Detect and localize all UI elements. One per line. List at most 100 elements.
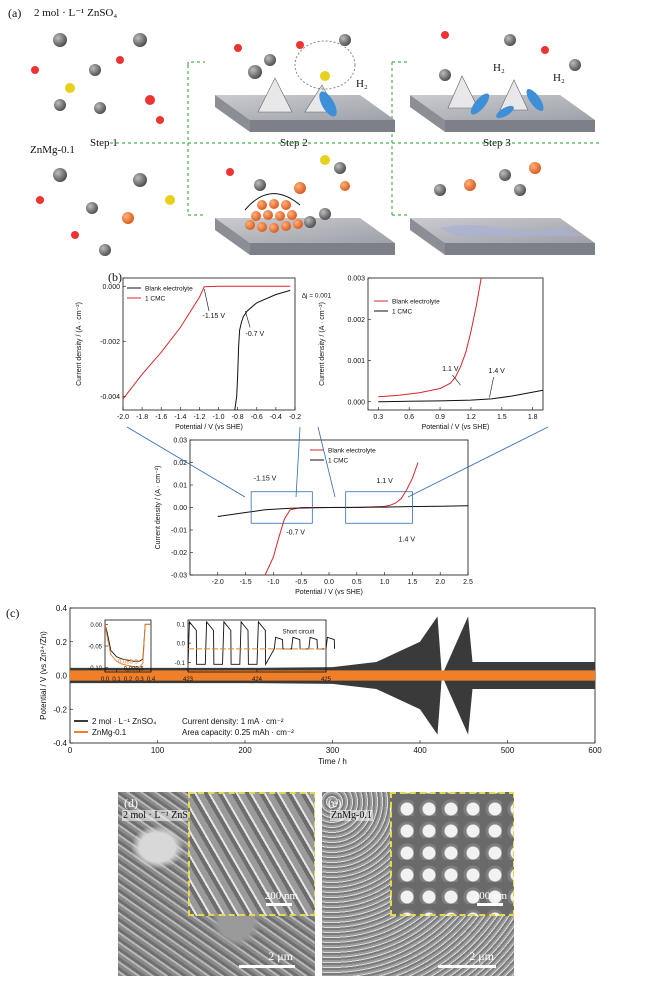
panel-d-label: (d): [124, 796, 138, 810]
chart-inset-short-circuit: 423 424 425 0.1 0.0 -0.1 Short circuit: [175, 619, 336, 683]
annotation: Current density: 1 mA · cm⁻²: [182, 717, 284, 726]
legend-label: 1 CMC: [328, 458, 349, 465]
annotation: 1.4 V: [488, 368, 505, 375]
inset-scale-znmg: 200 nm: [473, 890, 507, 902]
zoom-connector: [317, 426, 336, 498]
y-axis-label: Current density / (A · cm⁻²): [76, 302, 83, 386]
sem-caption-znso4: 2 mol · L⁻¹ ZnSO₄: [122, 810, 200, 821]
y-tick-label: 0.2: [56, 638, 68, 647]
h2-label-step3a: H₂: [493, 62, 505, 74]
x-axis-label: Potential / V (vs SHE): [175, 424, 243, 431]
y-tick-label: 0.00: [173, 505, 187, 512]
zoom-box-anodic: [345, 491, 413, 524]
panel-b-label: (b): [108, 270, 122, 284]
y-tick-label: -0.4: [53, 739, 67, 748]
y-axis-label: Current density / (A · cm⁻²): [319, 302, 326, 386]
step-1-label: Step 1: [90, 137, 118, 149]
dendrites: [257, 75, 544, 119]
zoom-connector: [126, 426, 246, 498]
zoom-connectors: [126, 426, 549, 498]
x-tick-label: 0.3: [135, 677, 144, 683]
x-tick-label: -0.5: [295, 579, 307, 586]
x-tick-label: 2.5: [463, 579, 473, 586]
ions-and-water: [31, 31, 581, 256]
sem-inset-znso4: 200 nm: [188, 792, 315, 916]
y-tick-label: -0.01: [171, 528, 187, 535]
y-tick-label: -0.02: [171, 550, 187, 557]
annotation-arrow: [203, 288, 210, 312]
x-tick-label: 0.4: [147, 677, 156, 683]
zoom-connector: [407, 426, 549, 498]
zoom-connector: [295, 426, 301, 498]
x-tick-label: -1.5: [240, 579, 252, 586]
y-tick-label: -0.2: [53, 705, 67, 714]
x-tick-label: 300: [326, 746, 340, 755]
plot-frame: [122, 277, 296, 411]
x-tick-label: -0.6: [251, 414, 263, 421]
annotation: -0.7 V: [246, 331, 265, 338]
x-tick-label: -1.2: [193, 414, 205, 421]
annotation: -1.15 V: [254, 476, 277, 483]
y-tick-label: -0.1: [175, 661, 186, 667]
annotation: 1.4 V: [399, 536, 416, 543]
series-line: [234, 289, 291, 411]
annotation: 0.085 9: [118, 659, 139, 665]
h2-label-step3b: H₂: [553, 72, 565, 84]
y-tick-label: -0.004: [100, 394, 120, 401]
row-label-znmg: ZnMg-0.1: [30, 144, 75, 156]
x-tick-label: -0.2: [289, 414, 301, 421]
flow-arrows: [110, 61, 600, 216]
y-tick-label: -0.002: [100, 339, 120, 346]
y-axis-label: Current density / (A · cm⁻²): [155, 466, 162, 550]
panel-a-label: (a): [8, 6, 22, 20]
annotation: Area capacity: 0.25 mAh · cm⁻²: [182, 728, 294, 737]
series-line: [122, 285, 291, 400]
panel-c-label: (c): [6, 606, 20, 620]
x-tick-label: -1.4: [174, 414, 186, 421]
y-tick-label: 0.000: [102, 284, 120, 291]
x-tick-label: 100: [151, 746, 165, 755]
x-tick-label: 0.5: [352, 579, 362, 586]
legend-label: Blank electrolyte: [392, 299, 440, 306]
x-tick-label: -2.0: [212, 579, 224, 586]
sem-caption-znmg: ZnMg-0.1: [330, 810, 373, 821]
sem-scale-znmg: 2 μm: [469, 949, 494, 963]
annotation: 0.099 5: [124, 667, 145, 673]
x-tick-label: 0.2: [124, 677, 133, 683]
x-tick-label: 1.5: [497, 414, 507, 421]
uniform-deposit: [244, 193, 331, 233]
x-axis-label: Potential / V (vs SHE): [422, 424, 490, 431]
series-line: [217, 505, 469, 517]
x-axis-label: Time / h: [318, 757, 347, 766]
annotation-arrow: [452, 374, 461, 386]
y-tick-label: 0.4: [56, 604, 68, 613]
x-tick-label: 600: [588, 746, 602, 755]
legend-label: Blank electrolyte: [145, 286, 193, 293]
chart-cycling: 0 100 200 300 400 500 600 0.4 0.2 0.0 -0.2 -0.4 Time…: [39, 604, 602, 766]
h2-label-step2: H₂: [356, 78, 368, 90]
x-tick-label: 0.0: [101, 677, 110, 683]
sem-scale-bar-znmg: [438, 965, 496, 968]
y-tick-label: 0.002: [347, 317, 365, 324]
legend-label: ZnMg-0.1: [92, 728, 127, 737]
x-axis-label: Potential / V (vs SHE): [295, 589, 363, 596]
annotation: -0.7 V: [286, 530, 305, 537]
x-tick-label: 0.6: [404, 414, 414, 421]
x-tick-label: 1.0: [380, 579, 390, 586]
x-tick-label: -1.0: [213, 414, 225, 421]
sem-inset-znmg: 200 nm: [390, 792, 514, 916]
y-tick-label: -0.10: [88, 666, 102, 672]
y-tick-label: -0.03: [171, 573, 187, 580]
uniform-layer: [440, 225, 585, 236]
y-tick-label: 0.000: [347, 399, 365, 406]
x-tick-label: 2.0: [435, 579, 445, 586]
annotation: 1.1 V: [442, 366, 459, 373]
chart-lsv-cathodic: -2.0 -1.8 -1.6 -1.4 -1.2 -1.0 -0.8 -0.6 -0.4 -0.2…: [76, 277, 332, 431]
row-label-znso4: 2 mol · L⁻¹ ZnSO₄: [34, 7, 118, 19]
x-tick-label: 200: [238, 746, 252, 755]
x-tick-label: -1.6: [155, 414, 167, 421]
x-tick-label: -0.8: [232, 414, 244, 421]
sem-image-znmg: (e) ZnMg-0.1 200 nm 2 μm: [322, 792, 514, 976]
sem-image-znso4: (d) 2 mol · L⁻¹ ZnSO₄ 200 nm 2 μm: [118, 792, 315, 976]
zoom-box-cathodic: [250, 491, 313, 524]
